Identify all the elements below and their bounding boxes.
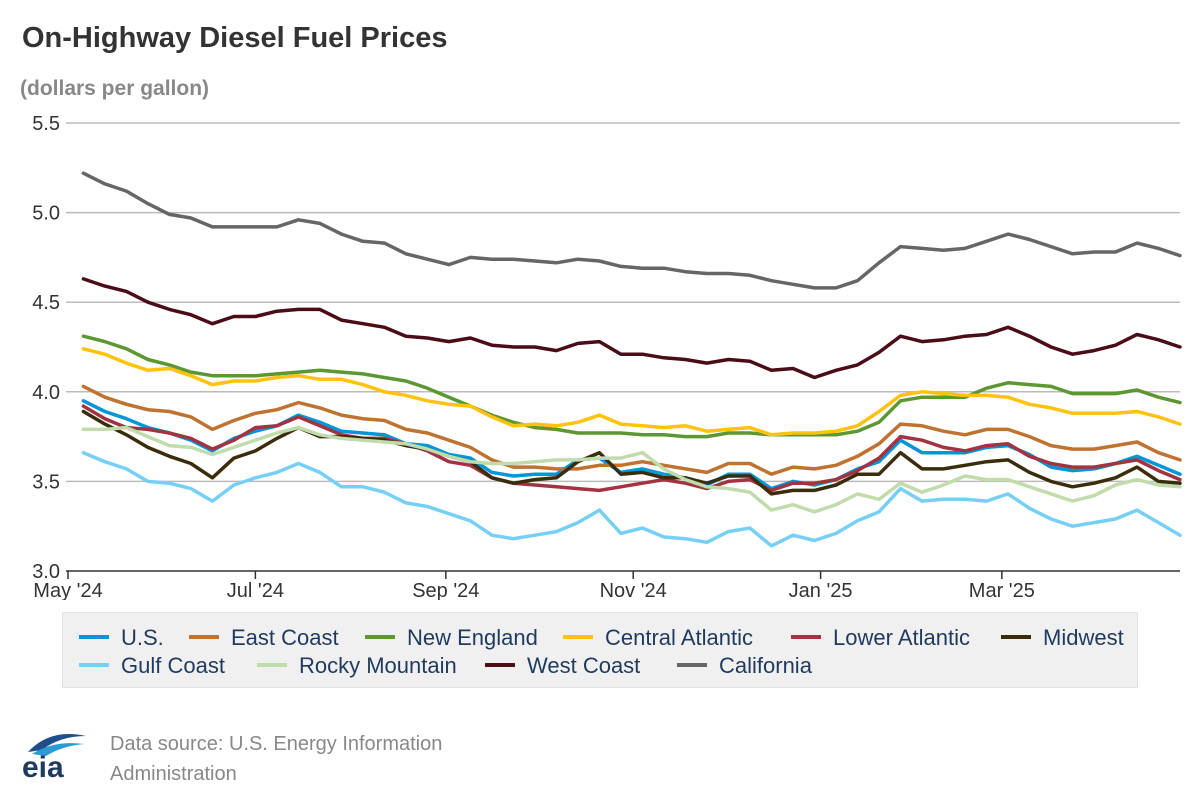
legend-swatch	[257, 663, 287, 668]
legend-item-california[interactable]: California	[677, 653, 812, 679]
series-line-midwest	[81, 409, 1182, 496]
chart-subtitle: (dollars per gallon)	[20, 77, 210, 100]
series-line-rocky-mountain	[81, 425, 1182, 514]
legend-swatch	[1001, 635, 1031, 640]
axes: 3.0 3.5 4.0 4.5 5.0 5.5 May '24 Jul '24 Sep '24 N…	[32, 113, 1035, 600]
legend-swatch	[79, 663, 109, 668]
x-tick-label: Jan '25	[789, 580, 853, 600]
legend-item-lower-atlantic[interactable]: Lower Atlantic	[791, 625, 970, 651]
y-tick-label: 5.5	[32, 113, 60, 135]
x-tick-label: Nov '24	[600, 580, 667, 600]
legend-label: Lower Atlantic	[833, 625, 970, 650]
chart-legend: U.S. East Coast New England Central Atlanti…	[62, 612, 1138, 688]
data-source: Data source: U.S. Energy Information Adm…	[110, 729, 510, 789]
legend-swatch	[79, 635, 109, 640]
legend-item-central-atlantic[interactable]: Central Atlantic	[563, 625, 753, 651]
series-line-new-england	[81, 334, 1182, 439]
x-tick-label: Mar '25	[969, 580, 1035, 600]
legend-label: Midwest	[1043, 625, 1124, 650]
series-line-u-s	[81, 399, 1182, 491]
legend-item-west-coast[interactable]: West Coast	[485, 653, 640, 679]
y-tick-label: 3.0	[32, 561, 60, 583]
legend-label: Rocky Mountain	[299, 653, 457, 678]
line-chart: 3.0 3.5 4.0 4.5 5.0 5.5 May '24 Jul '24 Sep '24 N…	[32, 113, 1182, 600]
legend-label: Central Atlantic	[605, 625, 753, 650]
series-line-west-coast	[81, 277, 1182, 380]
y-tick-label: 3.5	[32, 471, 60, 493]
legend-label: East Coast	[231, 625, 339, 650]
grid-lines	[66, 122, 1180, 572]
legend-swatch	[365, 635, 395, 640]
legend-item-gulf-coast[interactable]: Gulf Coast	[79, 653, 225, 679]
logo-arc-dark	[28, 734, 86, 752]
legend-label: New England	[407, 625, 538, 650]
series-line-east-coast	[81, 384, 1182, 476]
legend-swatch	[677, 663, 707, 668]
x-tick-label: Jul '24	[227, 580, 284, 600]
legend-label: U.S.	[121, 625, 164, 650]
source-line-2: Administration	[110, 763, 237, 785]
eia-logo: eia	[22, 734, 86, 780]
legend-item-new-england[interactable]: New England	[365, 625, 538, 651]
legend-swatch	[791, 635, 821, 640]
legend-item-east-coast[interactable]: East Coast	[189, 625, 339, 651]
series-lines	[81, 171, 1182, 548]
legend-item-midwest[interactable]: Midwest	[1001, 625, 1124, 651]
legend-label: California	[719, 653, 812, 678]
y-tick-label: 4.0	[32, 382, 60, 404]
logo-text: eia	[22, 751, 64, 780]
series-line-central-atlantic	[81, 347, 1182, 437]
legend-swatch	[563, 635, 593, 640]
x-tick-label: Sep '24	[412, 580, 479, 600]
y-tick-label: 4.5	[32, 292, 60, 314]
series-line-lower-atlantic	[81, 404, 1182, 493]
legend-label: West Coast	[527, 653, 641, 678]
legend-item-u-s[interactable]: U.S.	[79, 625, 164, 651]
legend-item-rocky-mountain[interactable]: Rocky Mountain	[257, 653, 457, 679]
legend-label: Gulf Coast	[121, 653, 225, 678]
series-line-california	[81, 171, 1182, 290]
x-tick-label: May '24	[33, 580, 102, 600]
y-tick-label: 5.0	[32, 203, 60, 225]
legend-swatch	[189, 635, 219, 640]
source-line-1: Data source: U.S. Energy Information	[110, 733, 443, 755]
legend-swatch	[485, 663, 515, 668]
chart-title: On-Highway Diesel Fuel Prices	[22, 22, 448, 54]
series-line-gulf-coast	[81, 450, 1182, 548]
logo-arc-light	[32, 743, 84, 756]
